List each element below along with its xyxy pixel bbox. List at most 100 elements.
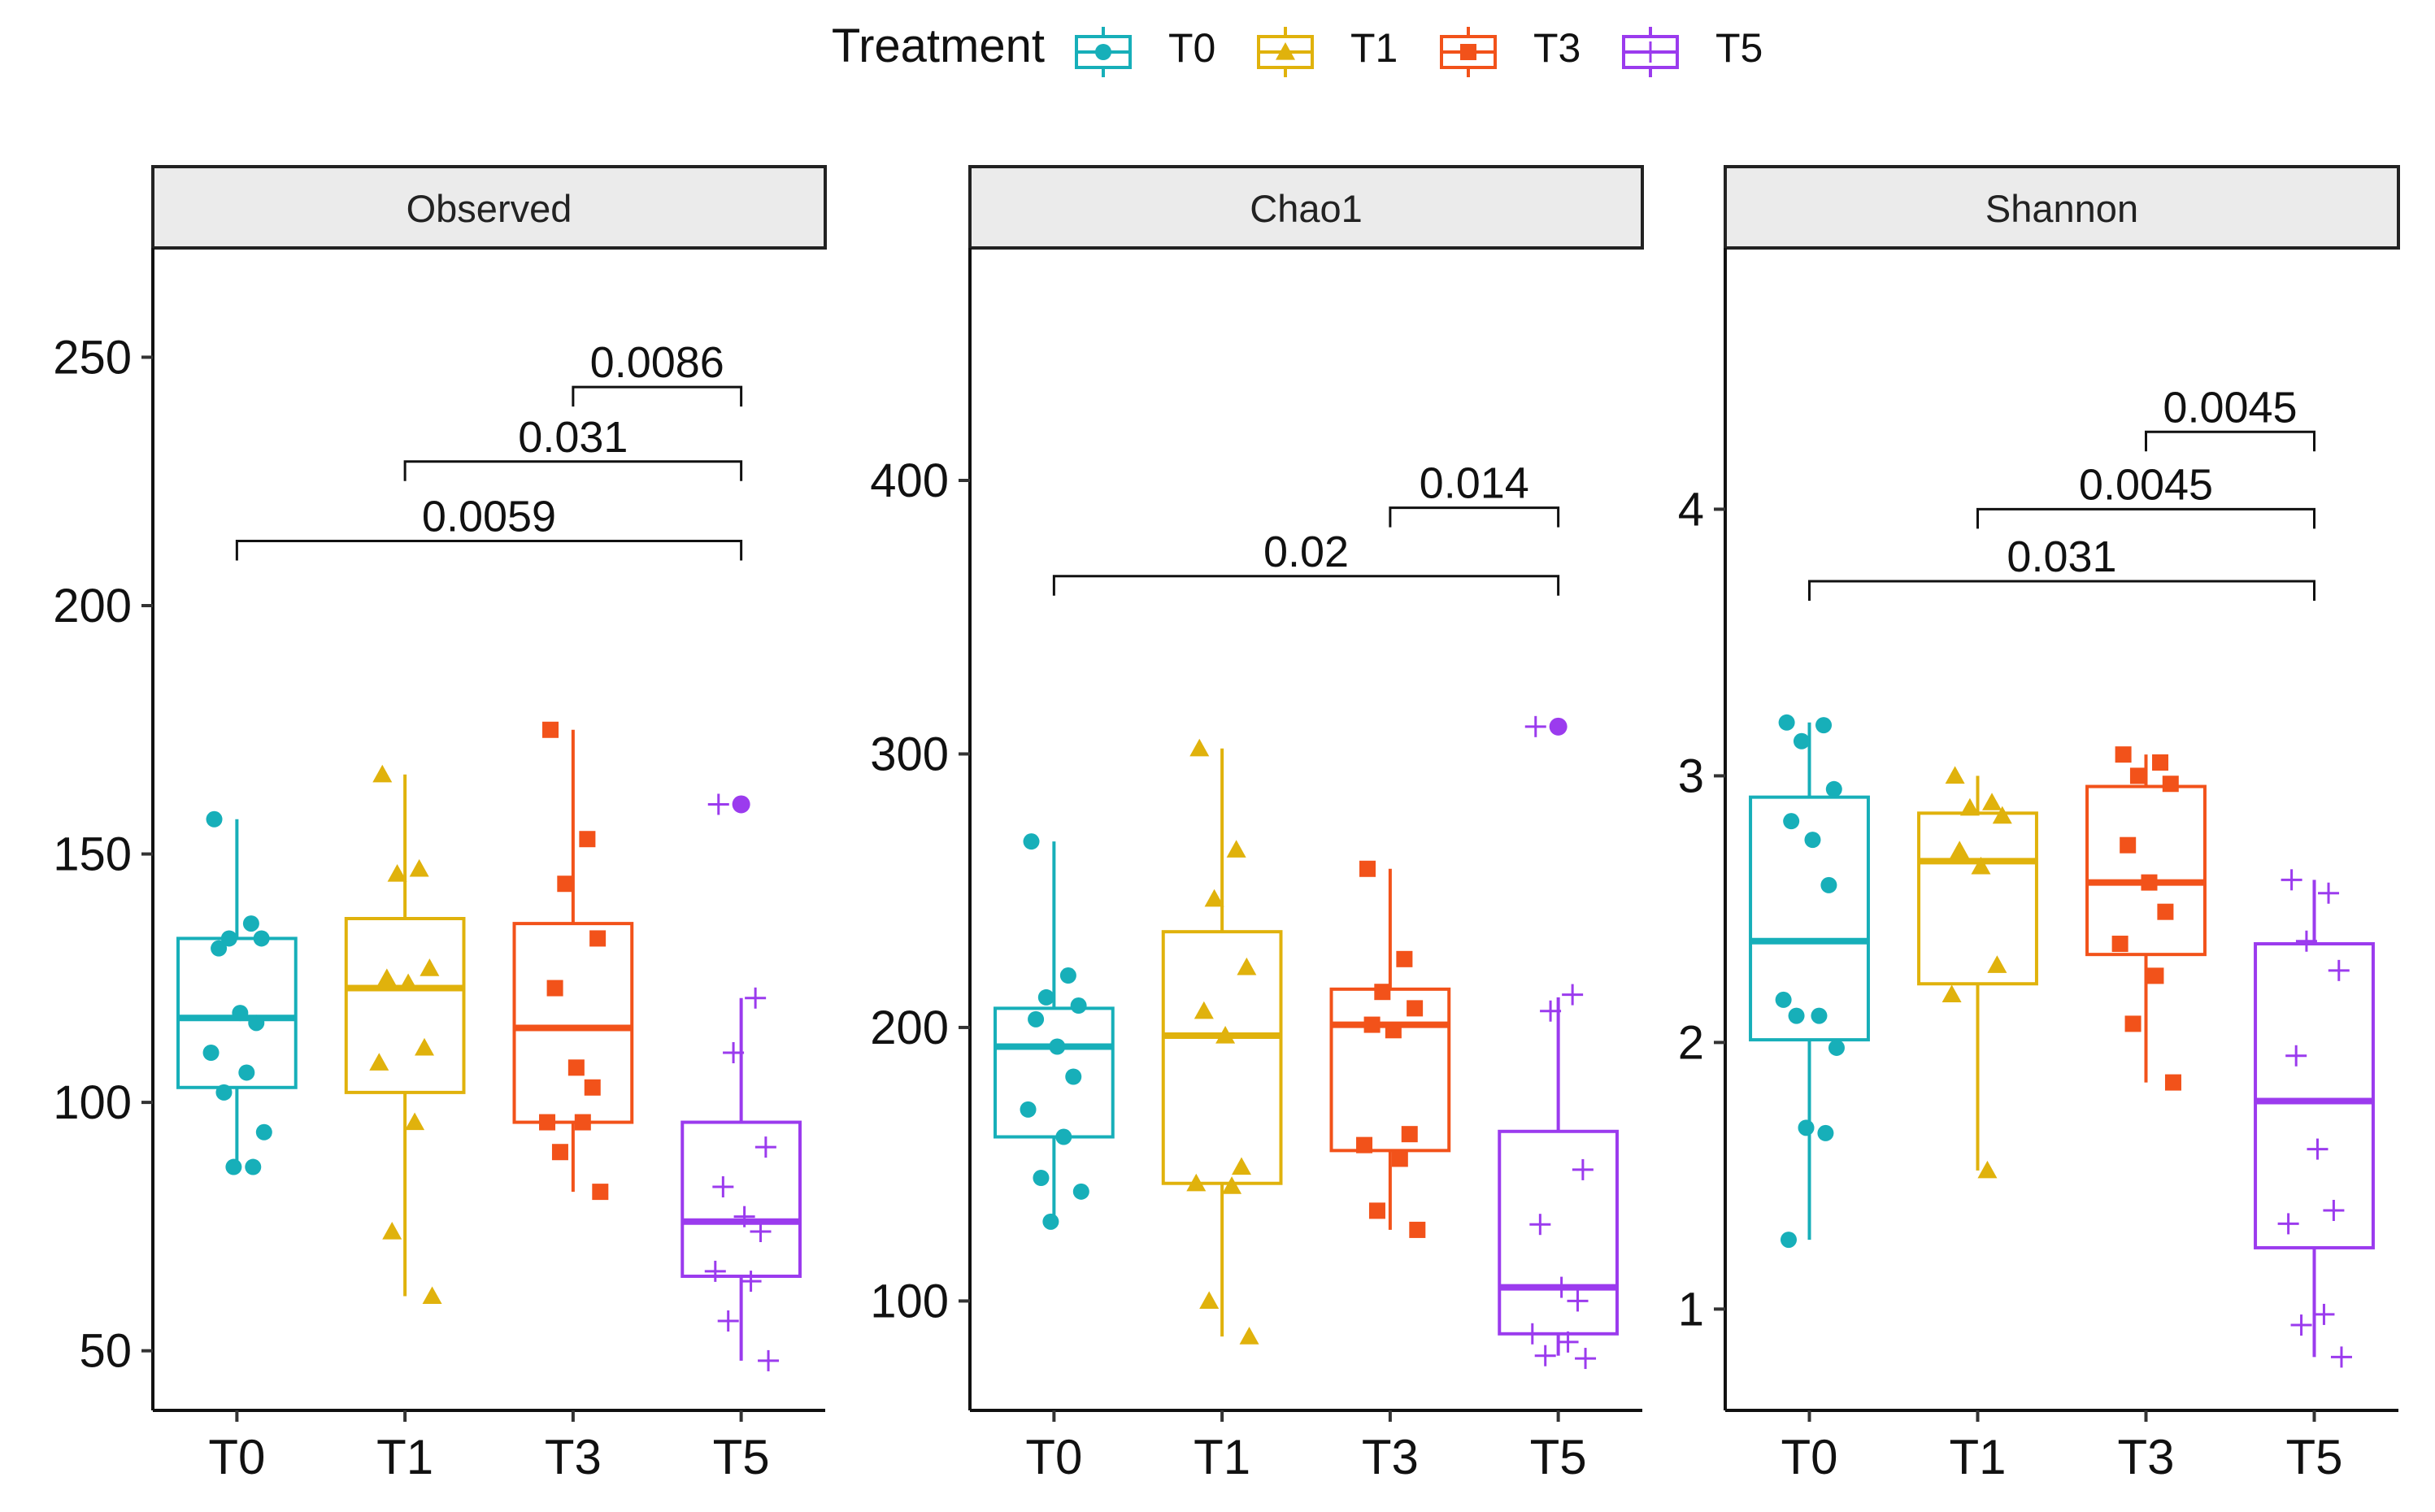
comparison-bracket: 0.02 [1052, 528, 1560, 596]
bracket-line [1808, 580, 2315, 601]
data-point-t0 [1049, 1038, 1066, 1055]
data-point-t0 [238, 1064, 255, 1081]
data-point-t3 [2157, 903, 2174, 920]
data-point-t5 [2318, 882, 2340, 904]
legend-marker-t1-icon [1276, 42, 1295, 60]
data-point-t1 [369, 1053, 389, 1071]
data-point-t5 [1572, 1158, 1594, 1180]
p-value-label: 0.031 [2007, 532, 2116, 581]
data-point-t0 [1783, 813, 1800, 830]
bracket-line [1976, 507, 2315, 529]
data-point-t3 [1391, 1150, 1408, 1167]
p-value-label: 0.0045 [2079, 460, 2213, 509]
data-point-t0 [1825, 780, 1842, 797]
x-tick-label: T5 [1530, 1430, 1587, 1484]
data-point-t5 [750, 1221, 772, 1242]
panel-shannon: Shannon 1 2 3 4 T0 T1 T3 T5 0.0045 0.0045 0.031 [1678, 165, 2400, 1484]
data-point-t5 [740, 1271, 762, 1293]
data-point-t5 [758, 1349, 780, 1371]
data-point-t1 [420, 958, 440, 976]
box-body [344, 917, 466, 1094]
panel-observed: Observed 50 100 150 200 250 T0 T1 T3 T5 0.0086 0.03… [53, 165, 827, 1484]
data-point-t5 [2330, 1346, 2352, 1368]
data-point-t3 [1374, 984, 1391, 1001]
data-point-t3 [1396, 950, 1413, 967]
y-tick-label: 2 [1678, 1016, 1704, 1069]
data-point-t3 [579, 831, 596, 848]
data-point-t0 [211, 940, 228, 957]
data-point-t0 [1037, 988, 1054, 1006]
data-point-t5 [2313, 1303, 2335, 1325]
data-point-t1 [1950, 841, 1970, 858]
facet-title: Observed [407, 187, 572, 230]
legend: Treatment T0 T1 T3 T5 [832, 20, 1763, 77]
data-point-t0 [1020, 1101, 1037, 1118]
data-point-t3 [1359, 860, 1376, 877]
box-body [2254, 942, 2375, 1249]
data-point-t5 [2290, 1314, 2312, 1336]
data-point-t0 [1798, 1119, 1815, 1136]
data-point-t0 [225, 1158, 242, 1175]
data-point-t1 [405, 1112, 425, 1131]
data-point-t1 [1232, 1157, 1252, 1175]
data-point-t3 [1356, 1136, 1373, 1154]
data-point-t3 [2115, 746, 2132, 763]
data-point-t0 [1780, 1232, 1797, 1249]
legend-marker-t0-icon [1095, 44, 1111, 60]
comparison-bracket: 0.0045 [2145, 383, 2315, 452]
data-point-t3 [2120, 836, 2137, 854]
box-body [994, 1006, 1115, 1139]
bracket-line [235, 540, 743, 561]
data-point-t0 [215, 1084, 233, 1101]
outlier-point [732, 795, 750, 814]
data-point-t0 [206, 810, 223, 828]
data-point-t0 [1820, 876, 1837, 893]
box-t5 [2254, 880, 2375, 1358]
y-tick-label: 250 [53, 331, 132, 384]
data-point-t1 [1226, 840, 1246, 858]
data-point-t5 [2285, 1045, 2307, 1067]
comparison-bracket: 0.0059 [235, 493, 743, 561]
data-point-t0 [242, 915, 259, 932]
data-point-t1 [1239, 1327, 1259, 1345]
data-point-t1 [398, 973, 419, 992]
facet-title: Chao1 [1250, 187, 1363, 230]
data-point-t0 [1055, 1128, 1072, 1145]
y-tick-label: 400 [870, 454, 949, 507]
x-tick-label: T5 [713, 1430, 770, 1484]
box-body [1161, 930, 1283, 1185]
data-point-t3 [546, 980, 563, 997]
data-point-t1 [1215, 1026, 1236, 1044]
data-point-t3 [1368, 1202, 1385, 1219]
data-point-t3 [584, 1079, 601, 1096]
y-tick-label: 100 [53, 1076, 132, 1129]
box-body [2085, 784, 2207, 957]
y-tick-label: 300 [870, 728, 949, 780]
data-point-t3 [589, 930, 607, 947]
legend-item-t3: T3 [1440, 25, 1581, 77]
legend-marker-t3-icon [1460, 44, 1476, 60]
legend-key-t5-icon [1622, 27, 1679, 77]
facet-strip [151, 165, 827, 250]
legend-label: T5 [1715, 25, 1763, 71]
data-point-t0 [255, 1123, 272, 1141]
box-body [680, 1120, 802, 1278]
data-point-t0 [1028, 1010, 1045, 1028]
data-point-t0 [1828, 1039, 1845, 1056]
x-tick-label: T1 [376, 1430, 433, 1484]
data-point-t1 [1186, 1173, 1207, 1192]
data-point-t1 [1941, 984, 1962, 1002]
data-point-t0 [1788, 1007, 1805, 1024]
data-point-t5 [2328, 959, 2350, 981]
x-tick-label: T0 [1781, 1430, 1837, 1484]
data-point-t5 [2277, 1213, 2299, 1235]
legend-marker-t5-icon [1640, 41, 1661, 63]
facet-strip [968, 165, 1644, 250]
data-point-t0 [1817, 1124, 1834, 1141]
data-point-t3 [567, 1059, 585, 1076]
comparison-bracket: 0.031 [1808, 532, 2315, 601]
x-tick-label: T1 [1949, 1430, 2006, 1484]
comparison-bracket: 0.0086 [572, 338, 743, 407]
data-point-t0 [1775, 991, 1792, 1008]
data-point-t3 [2124, 1015, 2141, 1032]
